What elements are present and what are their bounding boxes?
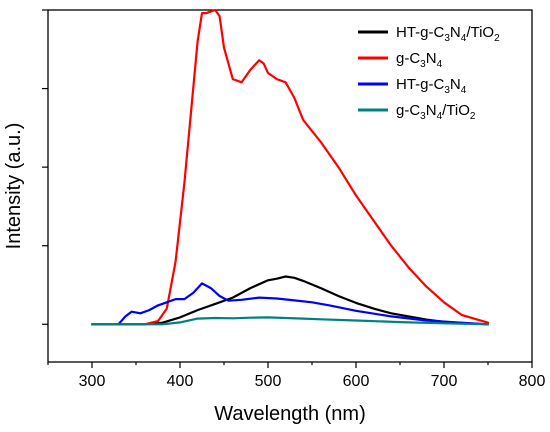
legend: HT-g-C3N4/TiO2 g-C3N4 HT-g-C3N4 g-C3N4/TiO2 <box>358 24 500 122</box>
series-line-4 <box>90 316 490 326</box>
x-tick-label: 500 <box>255 373 282 390</box>
x-tick-label: 800 <box>519 373 546 390</box>
legend-label-1: HT-g-C3N4/TiO2 <box>396 24 500 44</box>
plot-frame <box>47 9 533 363</box>
x-tick-label: 400 <box>167 373 194 390</box>
x-tick-label: 700 <box>431 373 458 390</box>
legend-label-2: g-C3N4 <box>396 50 443 70</box>
series-line-2 <box>90 8 490 326</box>
series-line-3 <box>117 282 490 326</box>
series-group <box>90 8 490 326</box>
x-axis-ticks: 300 400 500 600 700 800 <box>47 362 546 390</box>
y-axis-label: Intensity (a.u.) <box>3 123 25 250</box>
x-tick-label: 300 <box>79 373 106 390</box>
plot-area-border <box>47 9 533 363</box>
x-axis-label: Wavelength (nm) <box>214 403 366 425</box>
y-axis-ticks <box>42 9 48 325</box>
series-line-1 <box>90 275 490 326</box>
legend-label-3: HT-g-C3N4 <box>396 76 467 96</box>
legend-label-4: g-C3N4/TiO2 <box>396 102 476 122</box>
x-tick-label: 600 <box>343 373 370 390</box>
